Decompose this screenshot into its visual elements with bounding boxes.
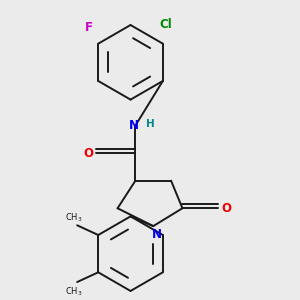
Text: O: O (83, 147, 93, 160)
Text: H: H (146, 119, 154, 129)
Text: CH$_3$: CH$_3$ (65, 211, 83, 224)
Text: F: F (85, 21, 92, 34)
Text: Cl: Cl (160, 18, 172, 31)
Text: N: N (152, 228, 161, 241)
Text: O: O (221, 202, 231, 215)
Text: N: N (129, 119, 139, 132)
Text: CH$_3$: CH$_3$ (65, 285, 83, 298)
